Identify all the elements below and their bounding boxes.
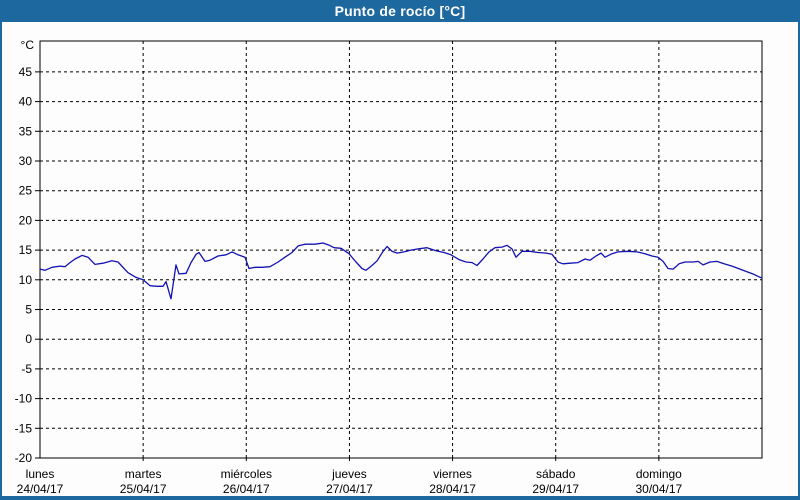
y-tick-label: 5 [25,302,32,316]
y-tick-label: -20 [15,451,33,465]
x-day-label: sábado [536,467,576,481]
y-axis-labels: 45 40 35 30 25 20 15 10 5 0 -5 -10 -15 -20 °C [15,38,35,465]
y-tick-label: 10 [19,273,33,287]
y-tick-label: 20 [19,213,33,227]
x-gridlines [142,41,660,463]
x-date-label: 27/04/17 [326,482,373,496]
x-date-label: 24/04/17 [17,482,64,496]
y-tick-label: 0 [25,332,32,346]
dewpoint-line [39,242,763,300]
x-date-label: 26/04/17 [223,482,270,496]
title-bar: Punto de rocío [°C] [0,0,800,22]
chart-area: 45 40 35 30 25 20 15 10 5 0 -5 -10 -15 -20 °C lunes 24/0… [2,22,798,496]
y-tick-label: -15 [15,421,33,435]
y-tick-label: 25 [19,184,33,198]
chart-title: Punto de rocío [°C] [334,3,466,19]
x-date-label: 30/04/17 [635,482,682,496]
y-gridlines [35,71,762,459]
y-tick-label: 35 [19,124,33,138]
x-date-label: 25/04/17 [120,482,167,496]
x-date-label: 28/04/17 [429,482,476,496]
x-day-label: viernes [433,467,472,481]
x-day-label: domingo [636,467,682,481]
y-tick-label: 30 [19,154,33,168]
y-tick-label: -5 [21,362,32,376]
y-tick-label: 45 [19,65,33,79]
y-axis-unit-label: °C [21,38,35,52]
x-date-label: 29/04/17 [532,482,579,496]
x-day-label: miércoles [221,467,272,481]
dewpoint-line-chart: 45 40 35 30 25 20 15 10 5 0 -5 -10 -15 -20 °C lunes24/0… [15,38,763,496]
x-day-label: jueves [331,467,367,481]
x-day-label: lunes [26,467,55,481]
y-tick-label: 15 [19,243,33,257]
x-day-label: martes [125,467,162,481]
y-tick-label: -10 [15,392,33,406]
y-tick-label: 40 [19,95,33,109]
plot-border [39,40,763,459]
